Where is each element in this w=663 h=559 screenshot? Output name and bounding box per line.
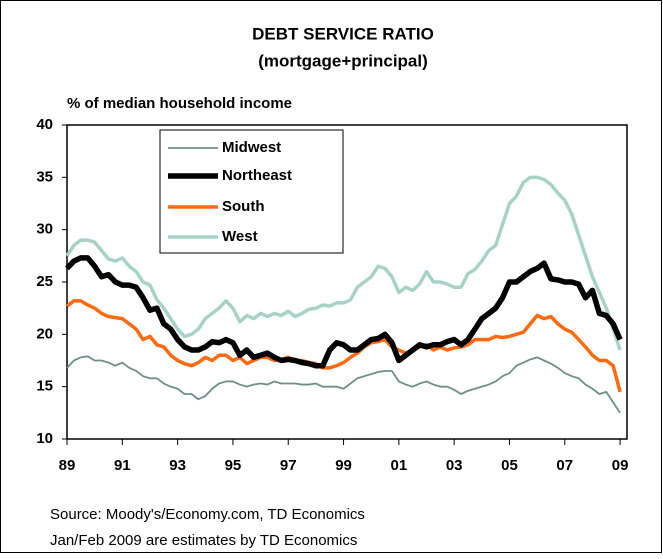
y-tick-label: 20 [36, 325, 53, 342]
series-line [66, 355, 621, 414]
y-tick-label: 10 [36, 430, 53, 447]
x-tick-label: 91 [114, 457, 131, 474]
x-tick-label: 05 [501, 457, 518, 474]
y-tick-label: 25 [36, 273, 53, 290]
chart-subtitle: (mortgage+principal) [258, 51, 428, 70]
x-tick-label: 07 [556, 457, 573, 474]
series-line [64, 255, 623, 369]
chart-title: DEBT SERVICE RATIO [252, 24, 434, 43]
x-tick-label: 99 [335, 457, 352, 474]
y-tick-label: 15 [36, 378, 53, 395]
series-line [65, 299, 622, 393]
x-tick-label: 95 [225, 457, 242, 474]
plot-area [66, 124, 628, 440]
x-tick-label: 01 [391, 457, 408, 474]
legend-label: Northeast [222, 167, 292, 184]
y-tick-label: 30 [36, 221, 53, 238]
source-note: Jan/Feb 2009 are estimates by TD Economi… [50, 532, 357, 549]
legend-box [159, 129, 344, 254]
x-tick-label: 93 [169, 457, 186, 474]
x-tick-label: 89 [59, 457, 76, 474]
series-line [65, 175, 622, 351]
y-axis-label: % of median household income [67, 95, 292, 112]
legend-label: West [222, 228, 258, 245]
x-tick-label: 03 [446, 457, 463, 474]
x-tick-label: 09 [612, 457, 629, 474]
y-tick-label: 35 [36, 168, 53, 185]
y-tick-label: 40 [36, 116, 53, 133]
legend-label: South [222, 198, 265, 215]
x-tick-label: 97 [280, 457, 297, 474]
legend-label: Midwest [222, 139, 281, 156]
source-note: Source: Moody's/Economy.com, TD Economic… [50, 506, 365, 523]
